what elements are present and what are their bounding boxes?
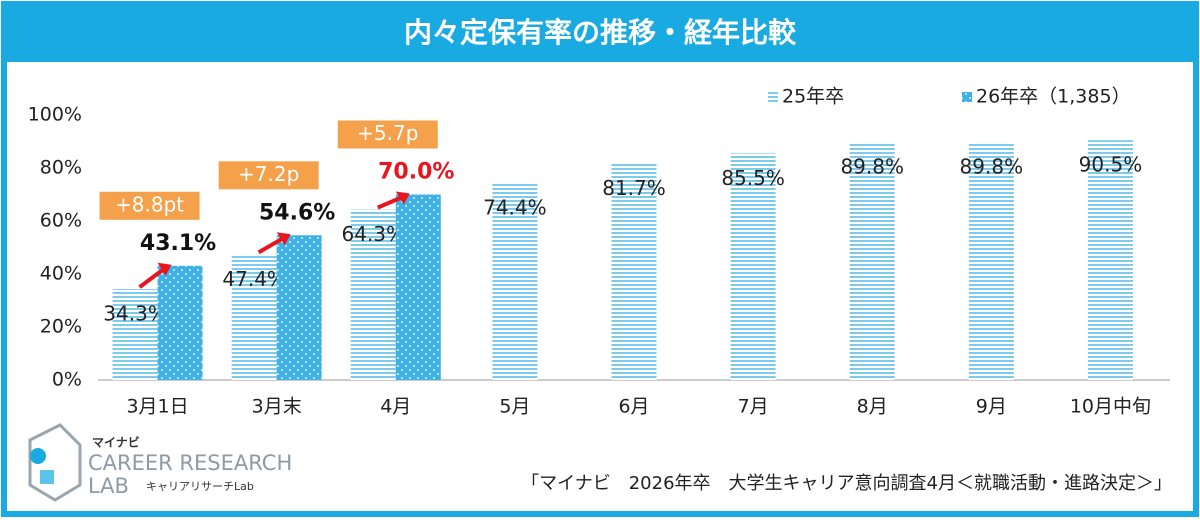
x-tick-label: 6月	[618, 396, 649, 418]
annotation: +7.2p	[238, 162, 299, 186]
legend-label: 25年卒	[782, 86, 844, 108]
brand: マイナビ	[92, 435, 140, 450]
y-tick-label: 20%	[40, 316, 82, 338]
bar	[157, 265, 203, 380]
value-label: 85.5%	[721, 166, 785, 190]
x-tick-label: 3月1日	[126, 396, 188, 418]
arrow-head	[276, 232, 291, 246]
y-tick-label: 60%	[40, 210, 82, 232]
logo-line1: CAREER RESEARCH	[88, 451, 292, 475]
value-label: 43.1%	[140, 231, 216, 256]
y-tick-label: 40%	[40, 263, 82, 285]
bar	[849, 142, 895, 380]
bar	[231, 254, 277, 380]
arrow-head	[157, 262, 172, 276]
bar	[395, 194, 441, 380]
logo-sub: キャリアリサーチLab	[146, 480, 254, 493]
annotation-box	[337, 120, 438, 149]
bar	[968, 142, 1014, 380]
x-tick-label: 4月	[380, 396, 411, 418]
y-tick-label: 100%	[28, 104, 82, 126]
arrow	[257, 235, 286, 255]
arrow-head	[395, 191, 410, 205]
annotation: +8.8pt	[115, 192, 184, 216]
legend-label: 26年卒（1,385）	[976, 86, 1131, 108]
legend-swatch	[962, 92, 972, 102]
arrow	[138, 266, 167, 289]
chart-title: 内々定保有率の推移・経年比較	[404, 16, 797, 49]
bar	[730, 153, 776, 380]
x-tick-label: 8月	[857, 396, 888, 418]
source: 「マイナビ 2026年卒 大学生キャリア意向調査4月＜就職活動・進路決定＞」	[521, 473, 1172, 494]
annotation: +5.7p	[357, 121, 418, 145]
x-tick-label: 9月	[976, 396, 1007, 418]
value-label: 47.4%	[222, 267, 286, 291]
bar	[276, 235, 322, 380]
legend-swatch	[768, 92, 778, 102]
value-label: 70.0%	[378, 160, 454, 185]
bar	[492, 182, 538, 380]
bar	[350, 209, 396, 380]
title-bar	[4, 4, 1196, 62]
x-tick-label: 10月中旬	[1070, 396, 1151, 418]
bar	[1087, 140, 1133, 380]
bar	[112, 289, 158, 380]
logo-line2: LAB	[88, 474, 129, 498]
value-label: 74.4%	[483, 195, 547, 219]
logo	[28, 423, 82, 502]
value-label: 64.3%	[342, 222, 406, 246]
value-label: 54.6%	[259, 200, 335, 225]
annotation-box	[99, 191, 200, 220]
bar	[611, 163, 657, 380]
x-tick-label: 5月	[499, 396, 530, 418]
x-tick-label: 3月末	[252, 396, 302, 418]
value-label: 81.7%	[602, 176, 666, 200]
y-tick-label: 0%	[52, 369, 82, 391]
value-label: 90.5%	[1079, 153, 1143, 177]
x-tick-label: 7月	[738, 396, 769, 418]
y-tick-label: 80%	[40, 157, 82, 179]
value-label: 34.3%	[103, 302, 167, 326]
value-label: 89.8%	[960, 155, 1024, 179]
value-label: 89.8%	[840, 155, 904, 179]
arrow	[376, 194, 405, 210]
annotation-box	[218, 161, 319, 190]
